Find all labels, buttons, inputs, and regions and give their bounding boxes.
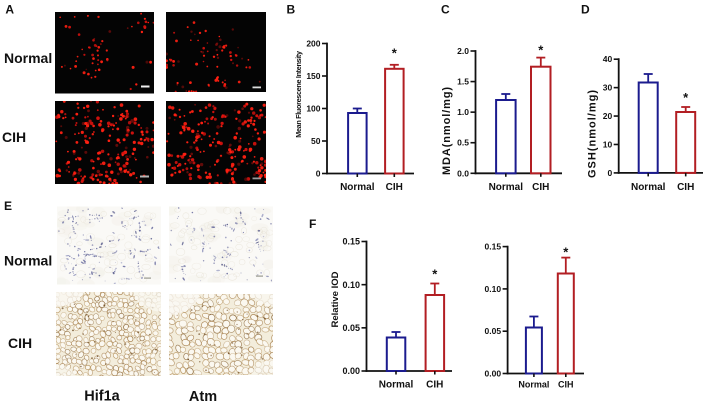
svg-text:Normal: Normal bbox=[4, 50, 52, 66]
svg-text:150: 150 bbox=[306, 71, 320, 81]
svg-text:Normal: Normal bbox=[379, 380, 414, 391]
svg-text:MDA(nmol/mg): MDA(nmol/mg) bbox=[441, 86, 453, 175]
svg-text:0.10: 0.10 bbox=[485, 284, 502, 294]
svg-text:1.0: 1.0 bbox=[457, 107, 469, 117]
svg-text:0.15: 0.15 bbox=[485, 242, 502, 252]
svg-text:GSH(nmol/mg): GSH(nmol/mg) bbox=[587, 89, 599, 178]
svg-text:0.5: 0.5 bbox=[457, 138, 469, 148]
svg-text:0: 0 bbox=[316, 168, 321, 178]
svg-text:Mean Fluorescene Intensity: Mean Fluorescene Intensity bbox=[294, 51, 303, 138]
svg-text:E: E bbox=[4, 199, 12, 213]
svg-text:*: * bbox=[538, 43, 544, 58]
svg-text:0.0: 0.0 bbox=[457, 168, 469, 178]
svg-text:Atm: Atm bbox=[189, 389, 217, 405]
svg-text:*: * bbox=[563, 245, 569, 260]
svg-text:*: * bbox=[683, 90, 689, 105]
svg-text:Normal: Normal bbox=[489, 182, 524, 193]
svg-text:Relative IOD: Relative IOD bbox=[330, 271, 341, 327]
svg-text:D: D bbox=[581, 3, 590, 17]
svg-text:100: 100 bbox=[306, 103, 320, 113]
svg-text:0.15: 0.15 bbox=[342, 237, 360, 247]
svg-text:Hif1a: Hif1a bbox=[84, 389, 120, 405]
svg-text:10: 10 bbox=[603, 139, 613, 149]
svg-text:*: * bbox=[432, 267, 438, 282]
svg-text:20: 20 bbox=[603, 111, 613, 121]
svg-text:50: 50 bbox=[311, 136, 321, 146]
svg-text:B: B bbox=[287, 3, 296, 17]
svg-text:30: 30 bbox=[603, 83, 613, 93]
svg-text:Normal: Normal bbox=[518, 380, 549, 390]
svg-text:Normal: Normal bbox=[631, 182, 666, 193]
svg-text:40: 40 bbox=[603, 54, 613, 64]
svg-text:CIH: CIH bbox=[2, 129, 26, 145]
svg-text:0: 0 bbox=[607, 168, 612, 178]
svg-text:Normal: Normal bbox=[340, 182, 375, 193]
svg-text:CIH: CIH bbox=[558, 380, 574, 390]
svg-text:CIH: CIH bbox=[677, 182, 694, 193]
svg-text:CIH: CIH bbox=[386, 182, 403, 193]
svg-text:200: 200 bbox=[306, 38, 320, 48]
svg-text:0.05: 0.05 bbox=[485, 326, 502, 336]
svg-text:Normal: Normal bbox=[4, 253, 52, 269]
svg-text:1.5: 1.5 bbox=[457, 77, 469, 87]
svg-text:CIH: CIH bbox=[426, 380, 443, 391]
svg-text:0.00: 0.00 bbox=[485, 368, 502, 378]
svg-text:0.10: 0.10 bbox=[342, 280, 360, 290]
svg-text:CIH: CIH bbox=[532, 182, 549, 193]
svg-text:CIH: CIH bbox=[8, 335, 32, 351]
svg-text:0.00: 0.00 bbox=[342, 366, 360, 376]
svg-text:A: A bbox=[5, 3, 14, 17]
svg-text:*: * bbox=[392, 46, 398, 61]
svg-text:2.0: 2.0 bbox=[457, 46, 469, 56]
svg-text:C: C bbox=[441, 3, 450, 17]
svg-text:F: F bbox=[309, 217, 316, 231]
svg-text:0.05: 0.05 bbox=[342, 323, 360, 333]
